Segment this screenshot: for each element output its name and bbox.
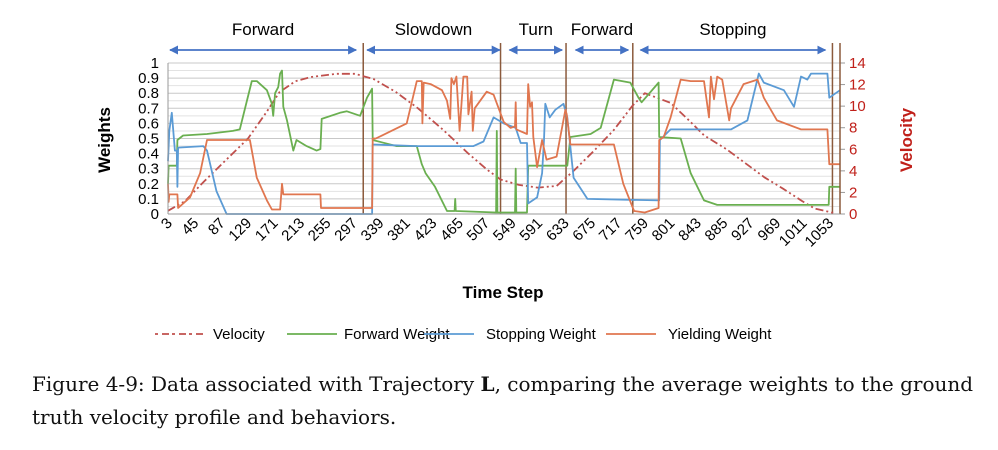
legend: Velocity Forward Weight Stopping Weight Yie… [155,326,772,343]
y2-tick-label: 2 [849,184,857,201]
x-tick-label: 843 [675,215,705,245]
x-tick-label: 3 [158,215,176,233]
y-tick-label: 0.2 [138,176,159,193]
y2-tick-label: 4 [849,163,857,180]
x-tick-label: 927 [728,215,758,245]
series-lines [167,69,841,215]
x-tick-label: 633 [543,215,573,245]
x-tick-label: 549 [490,215,520,245]
behavior-label: Forward [571,20,633,39]
x-tick-label: 339 [358,215,388,245]
x-tick-label: 507 [464,215,494,245]
y-tick-label: 0.1 [138,191,159,208]
x-tick-label: 885 [702,215,732,245]
y2-tick-label: 6 [849,141,857,158]
x-tick-label: 1011 [776,215,811,250]
y2-tick-label: 8 [849,120,857,137]
x-tick-label: 45 [178,215,202,239]
x-tick-label: 255 [305,215,335,245]
x-tick-label: 1053 [802,215,838,251]
x-tick-label: 213 [278,215,308,245]
legend-label: Stopping Weight [486,326,597,343]
series-line-yielding-weight [167,75,840,214]
x-tick-label: 171 [252,215,282,245]
x-tick-label: 381 [384,215,414,245]
caption-bold: L [480,372,495,396]
legend-label: Velocity [213,326,265,343]
y-tick-label: 0.4 [138,146,159,163]
y2-tick-label: 12 [849,77,866,94]
behavior-annotations: Forward Slowdown Turn Forward Stopping [169,20,827,55]
behavior-label: Forward [232,20,294,39]
x-tick-label: 717 [596,215,626,245]
series-line-velocity [167,72,834,214]
y-tick-label: 0.9 [138,70,159,87]
legend-label: Forward Weight [344,326,450,343]
x-tick-label: 759 [622,215,652,245]
y2-axis-label: Velocity [897,107,916,172]
y-axis-label: Weights [95,107,114,173]
y-tick-label: 0.5 [138,131,159,148]
x-tick-label: 129 [225,215,255,245]
x-axis-label: Time Step [463,283,544,302]
x-tick-label: 465 [437,215,467,245]
gridlines [168,62,840,215]
y2-tick-label: 0 [849,206,857,223]
behavior-boundaries [362,43,834,214]
y-tick-label: 0 [151,206,159,223]
chart: 00.10.20.30.40.50.60.70.80.9102468101214… [95,20,916,343]
y-tick-label: 0.6 [138,115,159,132]
y-tick-label: 1 [151,55,159,72]
x-tick-label: 591 [516,215,546,245]
behavior-label: Turn [519,20,553,39]
x-tick-label: 801 [649,215,679,245]
y-tick-label: 0.8 [138,85,159,102]
x-tick-label: 675 [569,215,599,245]
figure-caption: Figure 4-9: Data associated with Traject… [32,368,982,434]
y2-tick-label: 14 [849,55,866,72]
y2-tick-label: 10 [849,98,866,115]
x-tick-label: 423 [411,215,441,245]
y-tick-label: 0.7 [138,100,159,117]
x-tick-label: 87 [205,215,229,239]
caption-suffix: , comparing the average weights to the g… [32,372,974,429]
behavior-label: Slowdown [395,20,473,39]
behavior-label: Stopping [699,20,766,39]
legend-label: Yielding Weight [668,326,772,343]
axes: 00.10.20.30.40.50.60.70.80.9102468101214… [138,43,866,250]
y-tick-label: 0.3 [138,161,159,178]
caption-prefix: Figure 4-9: Data associated with Traject… [32,372,481,396]
x-tick-label: 297 [331,215,361,245]
